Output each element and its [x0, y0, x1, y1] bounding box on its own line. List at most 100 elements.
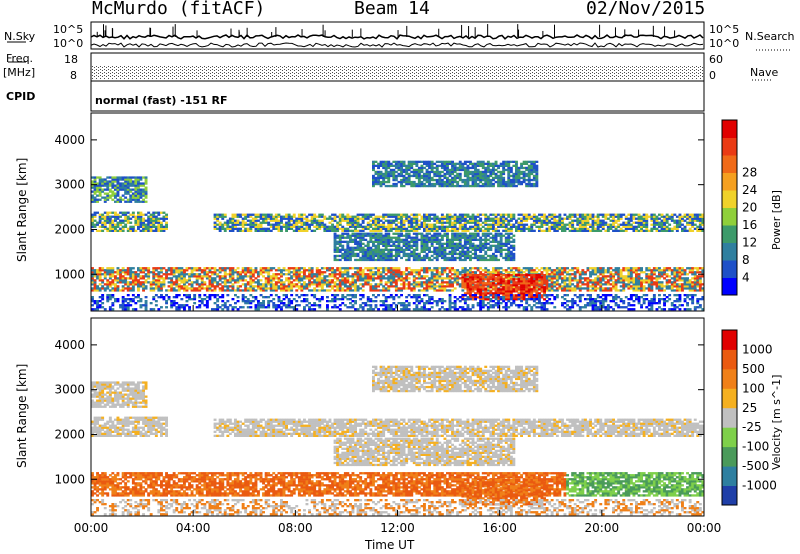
heatmap-cell — [341, 227, 345, 230]
heatmap-cell — [351, 217, 355, 220]
heatmap-cell — [203, 271, 207, 274]
heatmap-cell — [576, 285, 580, 288]
heatmap-cell — [116, 194, 120, 197]
heatmap-cell — [681, 223, 684, 226]
heatmap-cell — [673, 281, 677, 284]
heatmap-cell — [596, 225, 600, 228]
heatmap-cell — [540, 219, 544, 222]
heatmap-cell — [530, 162, 534, 165]
heatmap-cell — [400, 279, 403, 282]
heatmap-cell — [440, 223, 444, 226]
heatmap-cell — [405, 215, 409, 218]
heatmap-cell — [295, 271, 299, 274]
heatmap-cell — [121, 277, 125, 280]
heatmap-cell — [241, 221, 245, 224]
heatmap-cell — [433, 182, 437, 186]
heatmap-cell — [553, 217, 557, 220]
heatmap-cell — [446, 215, 449, 218]
heatmap-cell — [471, 182, 475, 186]
heatmap-cell — [351, 267, 355, 270]
heatmap-cell — [512, 290, 516, 293]
heatmap-cell — [515, 176, 518, 180]
heatmap-cell — [532, 288, 536, 291]
heatmap-cell — [568, 275, 572, 278]
heatmap-cell — [267, 227, 271, 230]
heatmap-cell — [469, 267, 472, 270]
heatmap-cell — [142, 182, 145, 185]
heatmap-cell — [372, 289, 375, 292]
heatmap-cell — [507, 298, 511, 301]
heatmap-cell — [251, 273, 255, 276]
heatmap-cell — [645, 215, 649, 218]
heatmap-cell — [392, 275, 396, 278]
heatmap-cell — [681, 227, 684, 230]
heatmap-cell — [183, 283, 186, 286]
heatmap-cell — [489, 227, 493, 230]
heatmap-cell — [698, 275, 702, 278]
heatmap-cell — [461, 282, 465, 285]
heatmap-cell — [486, 164, 490, 167]
heatmap-cell — [525, 284, 529, 287]
heatmap-cell — [476, 170, 480, 174]
heatmap-cell — [446, 281, 449, 284]
heatmap-cell — [251, 223, 255, 226]
heatmap-cell — [673, 225, 677, 228]
heatmap-cell — [98, 219, 102, 222]
heatmap-cell — [262, 215, 265, 218]
heatmap-cell — [121, 213, 125, 216]
heatmap-cell — [139, 215, 143, 218]
heatmap-cell — [686, 217, 689, 220]
heatmap-cell — [131, 188, 135, 191]
heatmap-cell — [446, 267, 449, 270]
heatmap-cell — [407, 225, 411, 228]
heatmap-cell — [435, 172, 439, 176]
heatmap-cell — [415, 184, 419, 188]
heatmap-cell — [561, 271, 564, 274]
heatmap-cell — [295, 219, 299, 222]
heatmap-cell — [152, 221, 156, 224]
heatmap-cell — [489, 170, 493, 174]
heatmap-cell — [328, 279, 332, 282]
heatmap-cell — [696, 279, 700, 282]
heatmap-cell — [280, 217, 283, 220]
heatmap-cell — [584, 273, 587, 276]
heatmap-cell — [433, 172, 437, 176]
heatmap-cell — [543, 229, 546, 232]
heatmap-cell — [637, 279, 641, 282]
heatmap-cell — [652, 227, 656, 230]
heatmap-cell — [435, 281, 439, 284]
heatmap-cell — [691, 217, 695, 220]
heatmap-cell — [502, 294, 506, 297]
heatmap-cell — [160, 269, 163, 272]
heatmap-cell — [423, 223, 426, 226]
heatmap-cell — [474, 223, 477, 226]
heatmap-cell — [272, 279, 276, 282]
heatmap-cell — [303, 269, 306, 272]
heatmap-cell — [635, 225, 638, 228]
heatmap-cell — [216, 223, 220, 226]
heatmap-cell — [532, 276, 536, 279]
heatmap-cell — [149, 213, 153, 216]
heatmap-cell — [285, 223, 288, 226]
heatmap-cell — [627, 223, 631, 226]
heatmap-cell — [326, 227, 329, 230]
heatmap-cell — [678, 283, 682, 286]
heatmap-cell — [343, 271, 347, 274]
heatmap-cell — [114, 180, 117, 183]
heatmap-cell — [285, 269, 288, 272]
heatmap-cell — [320, 213, 324, 216]
heatmap-cell — [285, 213, 288, 216]
heatmap-cell — [696, 289, 700, 292]
heatmap-cell — [239, 273, 242, 276]
heatmap-cell — [346, 275, 350, 278]
heatmap-cell — [98, 269, 102, 272]
heatmap-cell — [359, 287, 363, 290]
heatmap-cell — [606, 283, 610, 286]
heatmap-cell — [606, 227, 610, 230]
heatmap-cell — [387, 172, 391, 176]
heatmap-cell — [443, 221, 447, 224]
heatmap-cell — [517, 278, 521, 281]
heatmap-cell — [540, 271, 544, 274]
heatmap-cell — [658, 267, 661, 270]
heatmap-cell — [614, 221, 618, 224]
